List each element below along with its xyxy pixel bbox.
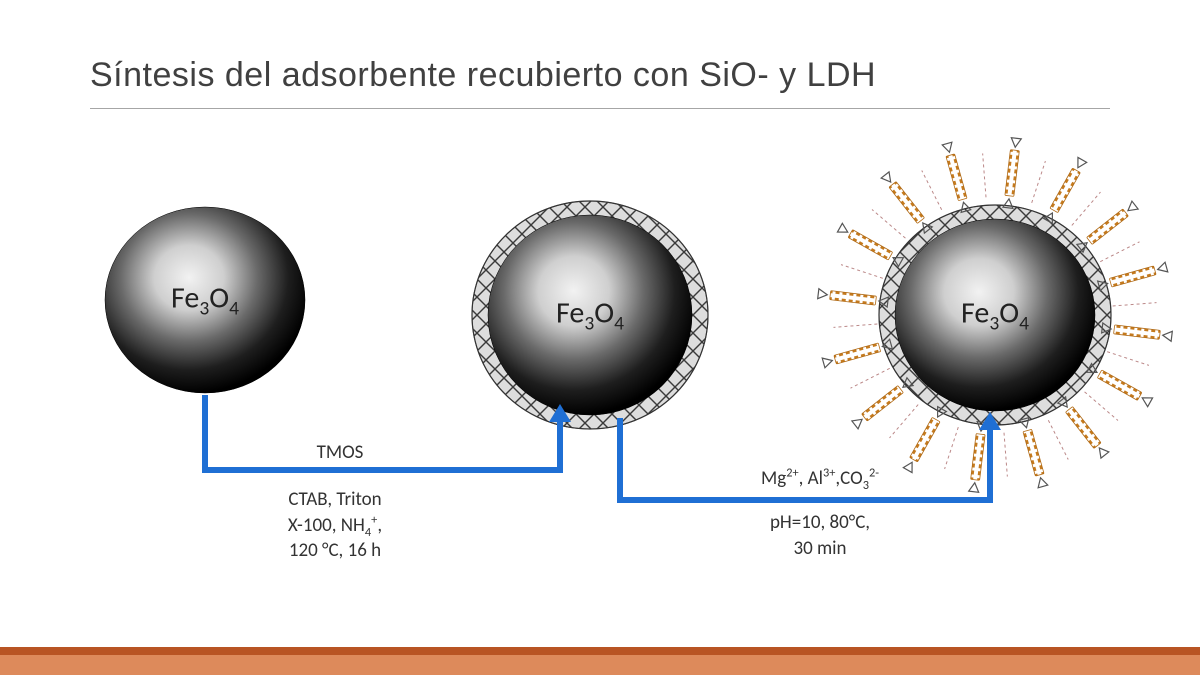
particle-label-fe3o4-2: Fe3O4	[556, 295, 624, 332]
particle-label-fe3o4-1: Fe3O4	[171, 280, 239, 317]
synthesis-diagram	[0, 0, 1200, 675]
step2-reagents: Mg2+, Al3+,CO32-	[690, 466, 950, 492]
step2-conditions: pH=10, 80°C,30 min	[700, 510, 940, 561]
footer-stripe-bottom	[0, 655, 1200, 675]
slide-footer-accent	[0, 647, 1200, 675]
particle-label-fe3o4-3: Fe3O4	[961, 295, 1029, 332]
footer-stripe-top	[0, 647, 1200, 655]
step1-reagent-top: TMOS	[280, 440, 400, 466]
step1-conditions: CTAB, TritonX-100, NH4+,120 °C, 16 h	[220, 487, 450, 564]
